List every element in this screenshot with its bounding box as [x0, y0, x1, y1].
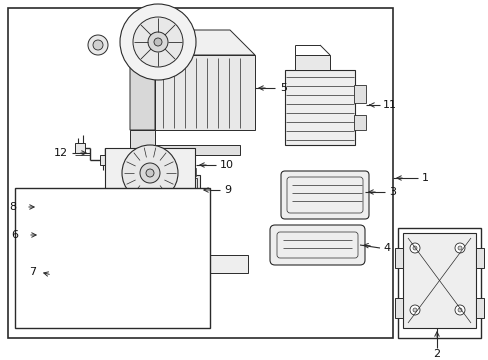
Polygon shape: [155, 55, 254, 130]
Polygon shape: [25, 265, 33, 270]
Polygon shape: [294, 55, 329, 70]
Polygon shape: [394, 248, 402, 268]
Text: 10: 10: [220, 160, 234, 170]
FancyBboxPatch shape: [269, 225, 364, 265]
Bar: [185, 168, 190, 176]
Polygon shape: [40, 205, 145, 275]
Circle shape: [154, 38, 162, 46]
Circle shape: [120, 4, 196, 80]
Text: 12: 12: [54, 148, 68, 158]
Bar: [99, 200, 105, 208]
Circle shape: [110, 203, 200, 293]
Bar: [89, 200, 95, 208]
Bar: [397, 228, 480, 338]
Text: 2: 2: [432, 349, 440, 359]
Circle shape: [454, 305, 464, 315]
Bar: [209, 255, 247, 273]
Polygon shape: [118, 188, 182, 198]
FancyBboxPatch shape: [281, 171, 368, 219]
Circle shape: [412, 246, 416, 250]
Bar: [402, 233, 475, 328]
Circle shape: [122, 145, 178, 201]
Polygon shape: [130, 30, 155, 130]
Bar: [180, 168, 183, 176]
Circle shape: [140, 163, 160, 183]
Bar: [353, 115, 365, 130]
Circle shape: [148, 32, 168, 52]
Circle shape: [133, 17, 183, 67]
Text: 3: 3: [388, 187, 395, 197]
Polygon shape: [130, 30, 254, 55]
Text: 7: 7: [29, 267, 36, 277]
Circle shape: [409, 243, 419, 253]
Circle shape: [457, 246, 461, 250]
Bar: [79, 200, 85, 208]
Text: 1: 1: [421, 173, 428, 183]
Text: 5: 5: [280, 83, 286, 93]
Text: 6: 6: [11, 230, 18, 240]
Circle shape: [146, 169, 154, 177]
Circle shape: [88, 35, 108, 55]
Circle shape: [141, 234, 169, 262]
Circle shape: [457, 308, 461, 312]
Circle shape: [150, 243, 160, 253]
Circle shape: [454, 243, 464, 253]
Polygon shape: [475, 298, 483, 318]
Bar: [75, 143, 85, 153]
Circle shape: [93, 40, 103, 50]
Bar: [25, 265, 33, 271]
Text: 8: 8: [9, 202, 16, 212]
Circle shape: [123, 216, 186, 280]
Polygon shape: [38, 195, 68, 218]
Bar: [15, 188, 209, 328]
Polygon shape: [130, 130, 240, 155]
Text: 11: 11: [382, 100, 396, 110]
Bar: [353, 85, 365, 103]
Bar: [178, 178, 197, 188]
Bar: [30, 260, 52, 278]
Bar: [75, 198, 110, 212]
Circle shape: [409, 305, 419, 315]
Text: 9: 9: [224, 185, 231, 195]
Circle shape: [412, 308, 416, 312]
Polygon shape: [475, 248, 483, 268]
Bar: [100, 155, 110, 165]
Bar: [42, 200, 52, 208]
Polygon shape: [285, 70, 354, 145]
Text: 4: 4: [382, 243, 389, 253]
Bar: [33, 263, 43, 271]
Bar: [192, 168, 196, 176]
Bar: [175, 175, 200, 205]
Polygon shape: [394, 298, 402, 318]
Bar: [105, 148, 195, 190]
Bar: [8, 8, 392, 338]
